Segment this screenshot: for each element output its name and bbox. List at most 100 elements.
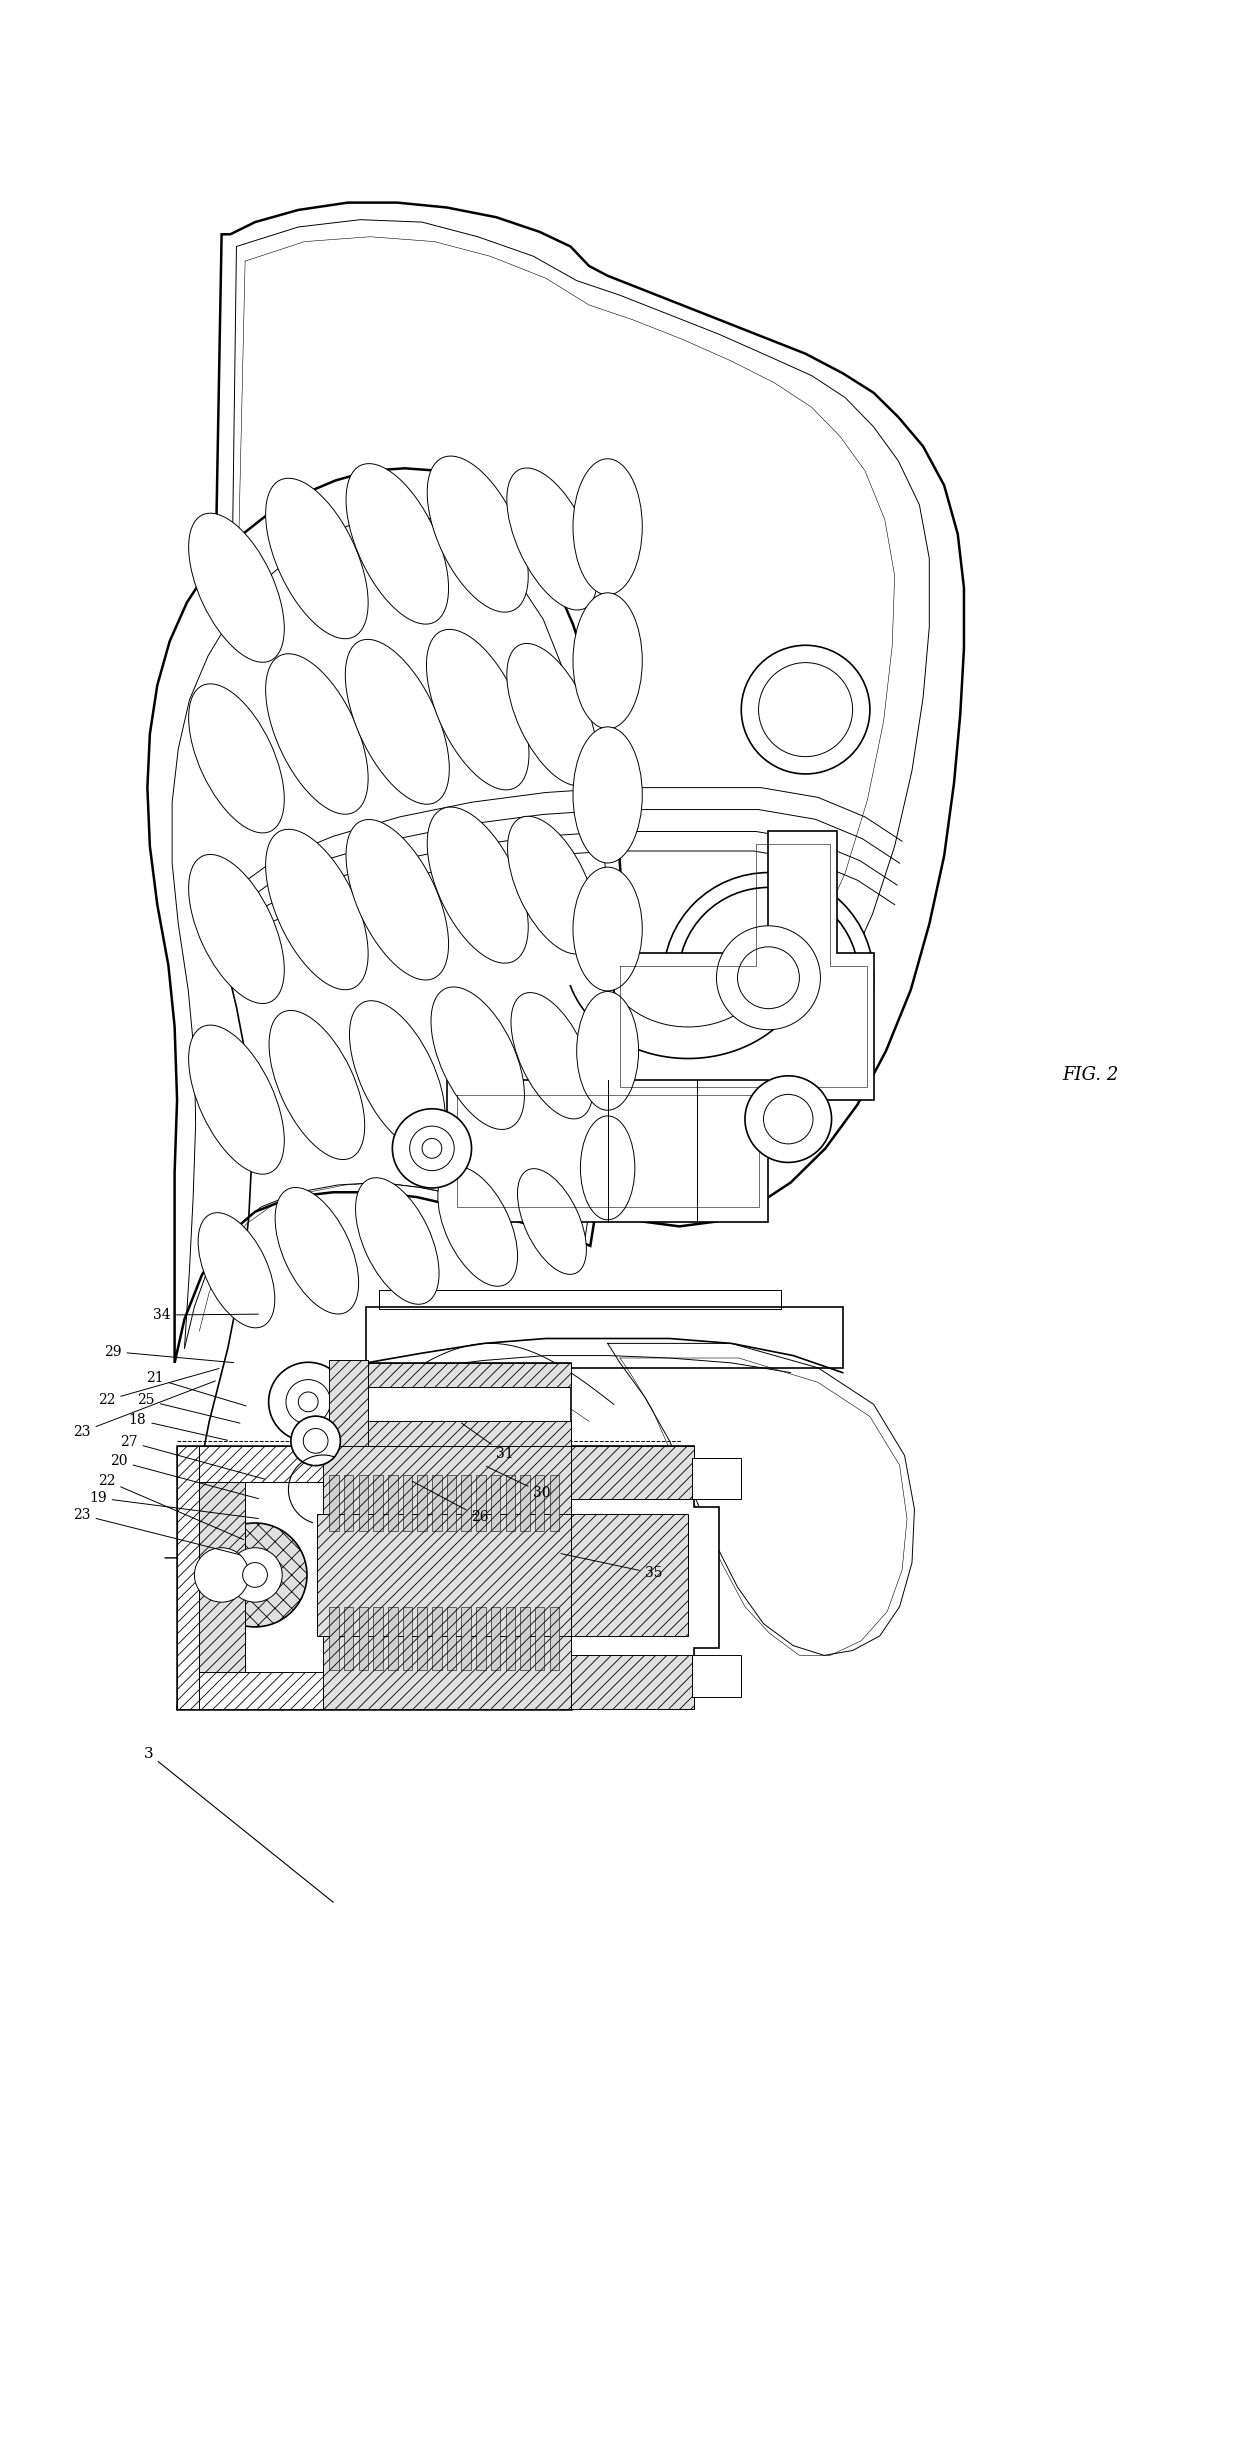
Ellipse shape (507, 816, 596, 953)
Polygon shape (177, 1446, 200, 1710)
Polygon shape (549, 1476, 559, 1532)
Polygon shape (692, 1656, 742, 1698)
Circle shape (243, 1564, 268, 1588)
Polygon shape (330, 1361, 367, 1446)
Ellipse shape (438, 1165, 517, 1287)
Ellipse shape (356, 1178, 439, 1305)
Ellipse shape (573, 728, 642, 862)
Ellipse shape (573, 867, 642, 992)
Polygon shape (200, 203, 963, 1226)
Polygon shape (358, 1476, 368, 1532)
Circle shape (286, 1380, 331, 1424)
Polygon shape (388, 1607, 398, 1671)
Polygon shape (570, 1515, 688, 1637)
Ellipse shape (507, 643, 598, 787)
Polygon shape (200, 1483, 246, 1673)
Ellipse shape (269, 1011, 365, 1160)
Polygon shape (446, 1607, 456, 1671)
Circle shape (422, 1138, 441, 1158)
Polygon shape (549, 1607, 559, 1671)
Circle shape (269, 1363, 347, 1441)
Ellipse shape (345, 640, 449, 804)
Polygon shape (366, 1307, 843, 1368)
Polygon shape (177, 1673, 570, 1710)
Text: 27: 27 (120, 1434, 264, 1478)
Ellipse shape (188, 855, 284, 1004)
Polygon shape (330, 1476, 339, 1532)
Text: 31: 31 (461, 1422, 513, 1461)
Polygon shape (534, 1476, 544, 1532)
Polygon shape (403, 1607, 412, 1671)
Polygon shape (177, 1446, 570, 1710)
Text: 20: 20 (110, 1454, 258, 1498)
Polygon shape (534, 1607, 544, 1671)
Text: 3: 3 (144, 1747, 334, 1903)
Ellipse shape (188, 1026, 284, 1175)
Polygon shape (446, 1476, 456, 1532)
Circle shape (291, 1417, 341, 1466)
Ellipse shape (511, 992, 593, 1119)
Polygon shape (336, 1422, 570, 1446)
Ellipse shape (580, 1116, 635, 1219)
Ellipse shape (265, 479, 368, 638)
Text: 23: 23 (73, 1380, 216, 1439)
Ellipse shape (517, 1168, 587, 1275)
Polygon shape (177, 1446, 570, 1483)
Text: 19: 19 (89, 1490, 258, 1520)
Ellipse shape (427, 630, 529, 789)
Polygon shape (446, 1080, 769, 1222)
Circle shape (678, 887, 859, 1068)
Text: 26: 26 (412, 1480, 489, 1524)
Circle shape (228, 1549, 283, 1603)
Ellipse shape (428, 806, 528, 963)
Circle shape (663, 872, 874, 1082)
Polygon shape (200, 1515, 246, 1637)
Polygon shape (343, 1607, 353, 1671)
Circle shape (738, 948, 800, 1009)
Ellipse shape (507, 469, 598, 611)
Polygon shape (521, 1607, 529, 1671)
Ellipse shape (188, 513, 284, 662)
Text: 21: 21 (146, 1371, 247, 1407)
Polygon shape (324, 1637, 570, 1710)
Polygon shape (324, 1446, 570, 1520)
Polygon shape (491, 1476, 501, 1532)
Polygon shape (388, 1476, 398, 1532)
Polygon shape (317, 1515, 570, 1637)
Ellipse shape (188, 684, 284, 833)
Polygon shape (343, 1476, 353, 1532)
Ellipse shape (573, 594, 642, 728)
Polygon shape (521, 1476, 529, 1532)
Polygon shape (570, 1656, 694, 1710)
Polygon shape (461, 1607, 471, 1671)
Polygon shape (336, 1363, 570, 1446)
Ellipse shape (432, 987, 525, 1129)
Polygon shape (570, 1446, 719, 1710)
Polygon shape (476, 1476, 486, 1532)
Text: FIG. 2: FIG. 2 (1061, 1065, 1118, 1085)
Text: 23: 23 (73, 1507, 241, 1554)
Text: 18: 18 (129, 1412, 228, 1441)
Circle shape (409, 1126, 454, 1170)
Ellipse shape (265, 655, 368, 814)
Polygon shape (506, 1476, 515, 1532)
Text: 22: 22 (98, 1368, 219, 1407)
Text: 35: 35 (560, 1554, 662, 1581)
Circle shape (195, 1549, 249, 1603)
Polygon shape (548, 1446, 570, 1710)
Polygon shape (476, 1607, 486, 1671)
Ellipse shape (346, 818, 449, 980)
Ellipse shape (265, 828, 368, 989)
Polygon shape (418, 1607, 427, 1671)
Polygon shape (461, 1476, 471, 1532)
Ellipse shape (198, 1212, 275, 1329)
Polygon shape (614, 831, 874, 1099)
Text: 30: 30 (486, 1466, 551, 1500)
Polygon shape (358, 1607, 368, 1671)
Polygon shape (330, 1607, 339, 1671)
Circle shape (764, 1094, 813, 1143)
Circle shape (299, 1393, 319, 1412)
Polygon shape (432, 1476, 441, 1532)
Text: 34: 34 (154, 1307, 258, 1322)
Circle shape (304, 1429, 329, 1454)
